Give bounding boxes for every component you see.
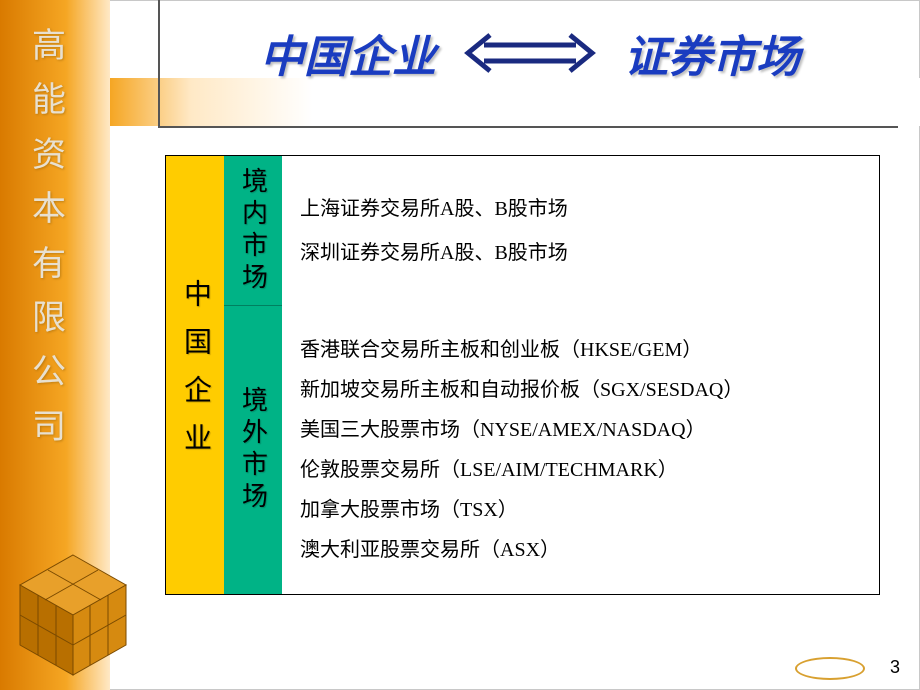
title-left: 中国企业: [260, 21, 436, 85]
market-type-column: 境内市场 境外市场: [224, 156, 282, 594]
list-item: 伦敦股票交易所（LSE/AIM/TECHMARK）: [300, 455, 861, 485]
list-item: 澳大利亚股票交易所（ASX）: [300, 535, 861, 565]
list-item: 新加坡交易所主板和自动报价板（SGX/SESDAQ）: [300, 375, 861, 405]
overseas-market-label: 境外市场: [235, 386, 272, 514]
overseas-market-cell: 境外市场: [224, 306, 282, 594]
overseas-content: 香港联合交易所主板和创业板（HKSE/GEM） 新加坡交易所主板和自动报价板（S…: [282, 306, 879, 594]
list-item: 深圳证券交易所A股、B股市场: [300, 238, 861, 268]
slide-title: 中国企业 证券市场: [180, 18, 880, 88]
domestic-market-cell: 境内市场: [224, 156, 282, 306]
content-column: 上海证券交易所A股、B股市场 深圳证券交易所A股、B股市场 香港联合交易所主板和…: [282, 156, 879, 594]
domestic-content: 上海证券交易所A股、B股市场 深圳证券交易所A股、B股市场: [282, 156, 879, 306]
company-name: 高能资本有限公司: [20, 20, 80, 455]
title-horizontal-rule: [158, 126, 898, 128]
list-item: 加拿大股票市场（TSX）: [300, 495, 861, 525]
list-item: 上海证券交易所A股、B股市场: [300, 194, 861, 224]
list-item: 香港联合交易所主板和创业板（HKSE/GEM）: [300, 335, 861, 365]
page-number: 3: [890, 657, 900, 678]
list-item: 美国三大股票市场（NYSE/AMEX/NASDAQ）: [300, 415, 861, 445]
cube-logo-icon: [8, 545, 138, 685]
title-vertical-rule: [158, 0, 160, 126]
spine-column: 中国企业: [166, 156, 224, 594]
markets-table: 中国企业 境内市场 境外市场 上海证券交易所A股、B股市场 深圳证券交易所A股、…: [165, 155, 880, 595]
page-number-oval: [795, 657, 865, 680]
domestic-market-label: 境内市场: [235, 167, 272, 295]
title-right: 证券市场: [624, 21, 800, 85]
double-arrow-icon: [460, 33, 600, 73]
spine-label: 中国企业: [175, 279, 215, 471]
